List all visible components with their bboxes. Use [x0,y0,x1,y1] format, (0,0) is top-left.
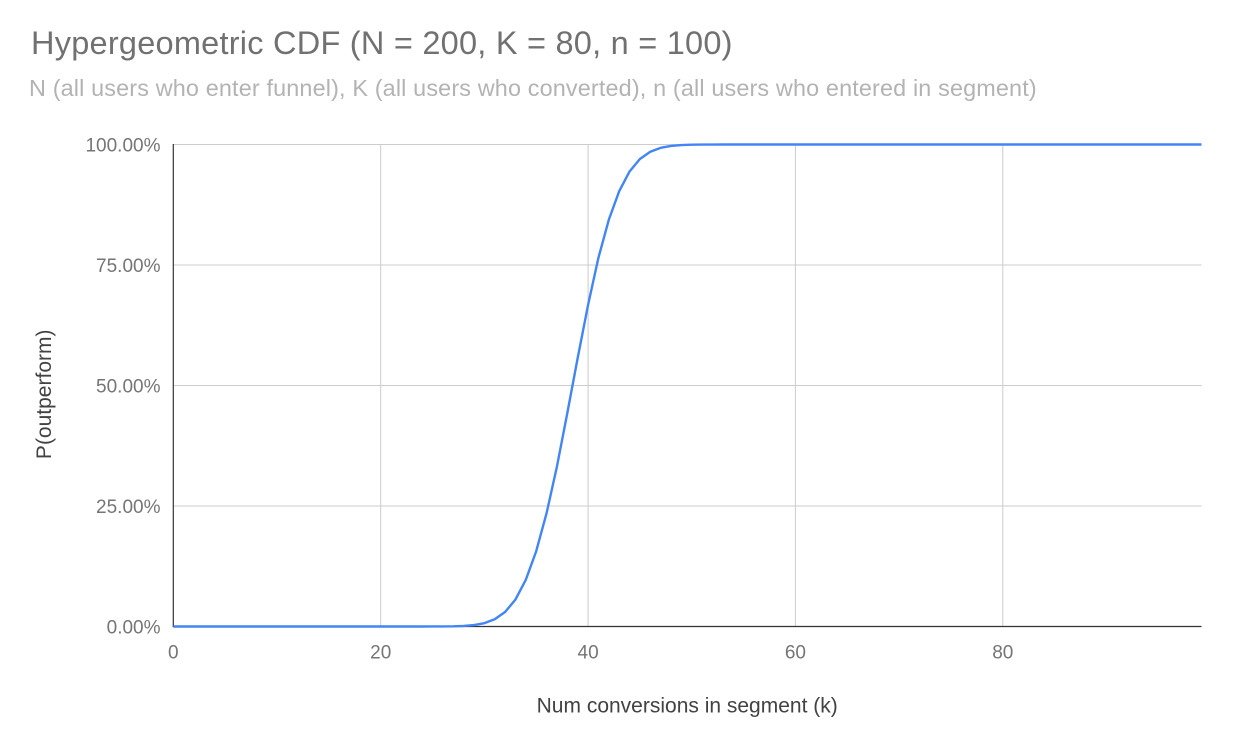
svg-text:N (all users who enter funnel): N (all users who enter funnel), K (all u… [29,75,1037,101]
svg-text:50.00%: 50.00% [96,376,161,397]
svg-text:40: 40 [578,643,599,664]
svg-text:Num conversions in segment (k): Num conversions in segment (k) [537,695,838,718]
svg-text:Hypergeometric CDF (N = 200, K: Hypergeometric CDF (N = 200, K = 80, n =… [31,25,733,61]
svg-text:75.00%: 75.00% [96,256,161,277]
svg-text:0.00%: 0.00% [107,617,161,638]
svg-text:20: 20 [370,643,391,664]
svg-text:60: 60 [785,643,806,664]
svg-text:25.00%: 25.00% [96,497,161,518]
svg-text:P(outperform): P(outperform) [33,330,56,460]
svg-text:80: 80 [992,643,1013,664]
svg-text:0: 0 [168,643,179,664]
svg-text:100.00%: 100.00% [85,135,160,156]
